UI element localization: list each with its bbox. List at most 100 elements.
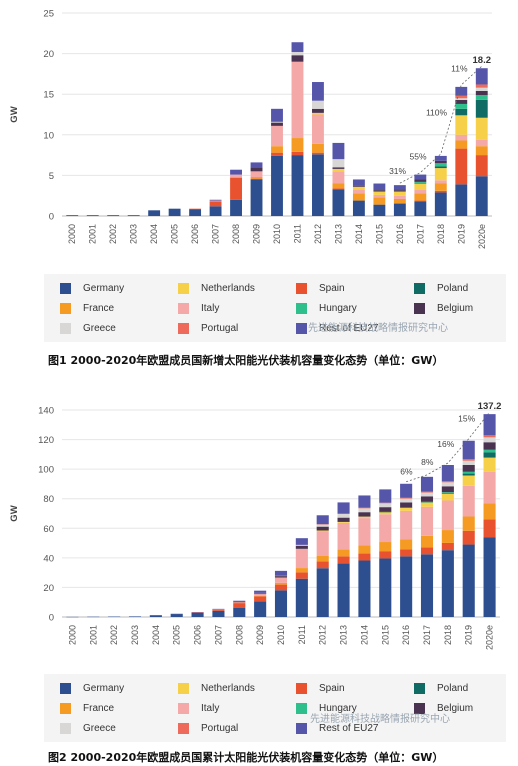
chart-1-bar-italy-2017 bbox=[414, 190, 427, 194]
chart-2-x-tick-label: 2004 bbox=[151, 625, 161, 645]
chart-1-legend-label: Greece bbox=[83, 323, 116, 334]
chart-1-bar-germany-2019 bbox=[455, 184, 468, 216]
chart-2-bar-italy-2013 bbox=[337, 522, 350, 550]
chart-2-growth-label: 8% bbox=[421, 457, 434, 467]
chart-1-legend-swatch bbox=[178, 323, 189, 334]
chart-2-legend-label: Belgium bbox=[437, 703, 474, 714]
chart-2-growth-connector bbox=[406, 411, 490, 483]
chart-1-bar-netherlands-2012 bbox=[312, 112, 324, 115]
chart-2-y-axis-label: GW bbox=[9, 505, 20, 521]
chart-1-legend-swatch bbox=[60, 303, 71, 314]
chart-1-bar-belgium-2020e bbox=[475, 90, 488, 96]
chart-2-bar-netherlands-2018 bbox=[441, 493, 454, 501]
chart-1-bar-germany-2018 bbox=[434, 192, 447, 216]
chart-2-bar-france-2015 bbox=[379, 542, 392, 552]
chart-2-bar-netherlands-2019 bbox=[462, 475, 475, 486]
chart-1-bar-netherlands-2019 bbox=[455, 115, 468, 135]
chart-1-x-tick-label: 2001 bbox=[88, 224, 98, 244]
chart-1-bar-rest-of-eu27-2012 bbox=[312, 82, 324, 101]
chart-1-bar-belgium-2015 bbox=[373, 190, 386, 191]
chart-1-legend-label: Italy bbox=[201, 303, 220, 314]
chart-2-x-tick-label: 2018 bbox=[443, 625, 453, 645]
chart-1-x-tick-label: 2000 bbox=[67, 224, 77, 244]
chart-1-legend-swatch bbox=[296, 303, 307, 314]
chart-2-bar-belgium-2016 bbox=[400, 502, 413, 508]
chart-1-bar-germany-2017 bbox=[414, 201, 427, 216]
chart-2-x-tick-label: 2002 bbox=[109, 625, 119, 645]
chart-1-bar-germany-2001 bbox=[86, 215, 99, 216]
chart-2-x-tick-label: 2005 bbox=[172, 625, 182, 645]
chart-1-growth-label: 11% bbox=[451, 64, 468, 74]
chart-2-legend-label: Greece bbox=[83, 723, 116, 734]
chart-1-bar-germany-2011 bbox=[291, 155, 304, 216]
chart-1-legend-label: Poland bbox=[437, 283, 469, 294]
chart-1-bar-portugal-2020e bbox=[475, 84, 488, 88]
chart-2-caption: 图2 2000-2020年欧盟成员国累计太阳能光伏装机容量变化态势（单位：GW） bbox=[48, 751, 444, 764]
chart-1-legend-item-belgium: Belgium bbox=[414, 303, 473, 314]
chart-1-x-tick-label: 2004 bbox=[149, 224, 159, 244]
chart-2-legend-label: Germany bbox=[83, 683, 125, 694]
chart-2-bar-greece-2015 bbox=[379, 503, 392, 508]
chart-2-bar-germany-2008 bbox=[233, 607, 246, 617]
chart-1-bar-germany-2004 bbox=[148, 210, 161, 216]
chart-2-bar-spain-2019 bbox=[462, 530, 475, 545]
chart-2-bar-greece-2020e bbox=[483, 437, 496, 443]
chart-1-bar-hungary-2017 bbox=[414, 181, 427, 183]
chart-1-x-tick-label: 2007 bbox=[211, 224, 221, 244]
chart-1-bar-belgium-2014 bbox=[352, 185, 365, 187]
chart-1-bar-hungary-2019 bbox=[455, 103, 468, 109]
chart-2-bar-germany-2014 bbox=[358, 560, 371, 617]
chart-2-bar-italy-2008 bbox=[233, 602, 246, 603]
chart-2-bar-germany-2015 bbox=[379, 558, 392, 617]
chart-2-bar-spain-2011 bbox=[295, 572, 308, 579]
chart-1-bar-spain-2013 bbox=[332, 188, 345, 190]
chart-2-legend-swatch bbox=[414, 703, 425, 714]
chart-1-bar-rest-of-eu27-2013 bbox=[332, 142, 345, 160]
chart-1-bar-netherlands-2020e bbox=[475, 117, 488, 140]
chart-1-bar-italy-2012 bbox=[312, 114, 324, 144]
chart-2-bar-netherlands-2013 bbox=[337, 521, 350, 523]
chart-1-bar-belgium-2009 bbox=[250, 167, 263, 172]
chart-2-bar-hungary-2020e bbox=[483, 449, 496, 453]
chart-1-bar-germany-2002 bbox=[107, 215, 120, 216]
chart-1-legend-item-hungary: Hungary bbox=[296, 303, 357, 314]
chart-1-bar-belgium-2016 bbox=[393, 189, 406, 191]
chart-2-y-tick-label: 120 bbox=[38, 435, 54, 446]
chart-1-y-tick-label: 25 bbox=[43, 9, 54, 20]
chart-2-bar-france-2018 bbox=[441, 530, 454, 543]
chart-1-bar-italy-2007 bbox=[209, 200, 222, 202]
chart-1-bar-rest-of-eu27-2018 bbox=[434, 155, 447, 161]
chart-2-bar-portugal-2020e bbox=[483, 435, 496, 438]
chart-1-bar-belgium-2013 bbox=[332, 167, 345, 169]
chart-2-legend-swatch bbox=[296, 723, 307, 734]
chart-2-bar-france-2009 bbox=[254, 595, 267, 597]
chart-1-bar-germany-2008 bbox=[230, 199, 242, 216]
chart-1-legend-item-rest-of-eu27: Rest of EU27 bbox=[296, 323, 378, 334]
chart-2-bar-germany-2007 bbox=[212, 610, 225, 617]
chart-1-bar-poland-2016 bbox=[393, 190, 406, 192]
chart-1-bar-france-2017 bbox=[414, 193, 427, 201]
chart-2-bar-italy-2018 bbox=[441, 500, 454, 531]
chart-1-bar-germany-2020e bbox=[475, 176, 488, 216]
chart-2-bar-portugal-2016 bbox=[400, 497, 413, 499]
chart-1-bar-italy-2010 bbox=[271, 125, 283, 147]
chart-2-bar-france-2013 bbox=[337, 549, 350, 557]
chart-2-bar-spain-2014 bbox=[358, 553, 371, 561]
chart-2-x-tick-label: 2010 bbox=[276, 625, 286, 645]
chart-2-bar-germany-2010 bbox=[274, 590, 288, 617]
chart-1-bar-italy-2018 bbox=[434, 180, 447, 184]
chart-2-x-tick-label: 2016 bbox=[401, 625, 411, 645]
chart-1-legend-label: Rest of EU27 bbox=[319, 323, 379, 334]
chart-1-y-tick-label: 15 bbox=[43, 90, 54, 101]
chart-2-bar-belgium-2013 bbox=[337, 517, 350, 522]
chart-1-bar-germany-2016 bbox=[393, 203, 406, 216]
chart-2-legend-label: Poland bbox=[437, 683, 469, 694]
chart-2-x-tick-label: 2008 bbox=[234, 625, 244, 645]
chart-2-y-tick-label: 40 bbox=[43, 553, 54, 564]
chart-1-bar-rest-of-eu27-2016 bbox=[393, 185, 406, 190]
chart-2-bar-rest-of-eu27-2010 bbox=[274, 570, 288, 576]
chart-2-bar-germany-2017 bbox=[420, 554, 434, 617]
chart-1-bar-rest-of-eu27-2014 bbox=[352, 179, 365, 186]
chart-2-bar-greece-2013 bbox=[337, 513, 350, 518]
chart-2-legend-item-rest-of-eu27: Rest of EU27 bbox=[296, 723, 378, 734]
